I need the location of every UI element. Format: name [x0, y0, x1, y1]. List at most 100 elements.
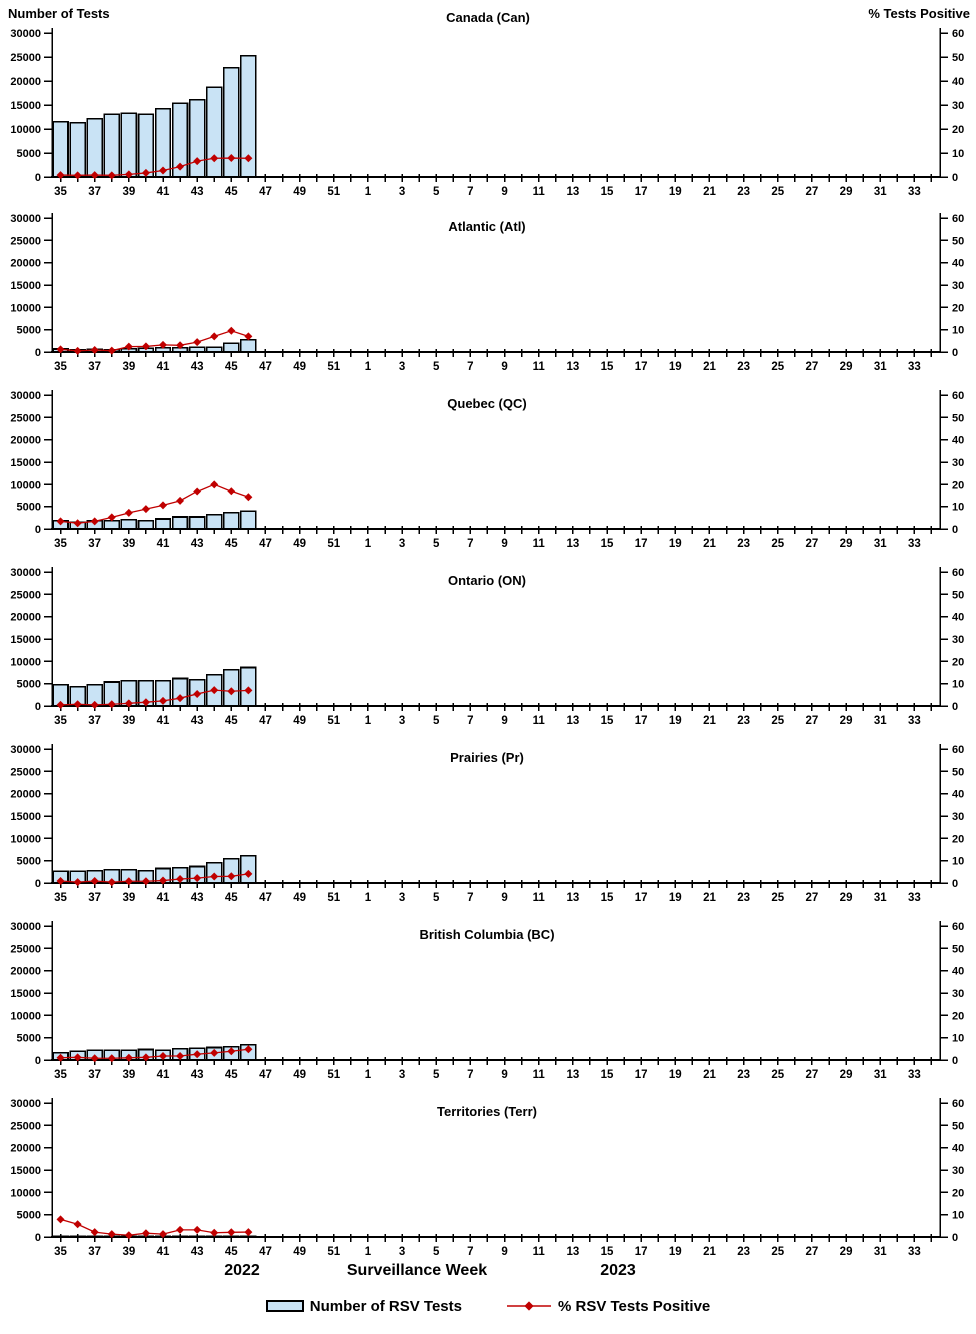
bar [69, 1235, 86, 1238]
week-tick-label: 49 [293, 892, 306, 904]
week-tick-label: 39 [122, 1069, 135, 1081]
week-tick-label: 33 [908, 538, 921, 550]
bar [223, 512, 240, 530]
diamond-marker [73, 346, 82, 355]
diamond-marker [159, 166, 167, 175]
diamond-marker [227, 872, 236, 881]
week-tick-label: 17 [635, 538, 648, 550]
diamond-marker [159, 340, 167, 349]
week-tick-label: 43 [191, 1246, 204, 1258]
diamond-marker [244, 1228, 253, 1237]
axes [44, 1098, 948, 1242]
bar [188, 1235, 206, 1238]
week-tick-label: 17 [635, 892, 648, 904]
right-tick-label: 20 [952, 656, 964, 668]
week-tick-label: 19 [669, 361, 682, 373]
diamond-marker [244, 869, 253, 878]
week-tick-label: 21 [703, 186, 716, 196]
panel-title: Ontario (ON) [448, 573, 526, 588]
right-tick-label: 10 [952, 1210, 964, 1222]
bar [86, 118, 103, 178]
left-tick-label: 20000 [10, 435, 41, 447]
right-tick-label: 40 [952, 789, 964, 801]
left-tick-label: 5000 [17, 1210, 41, 1222]
right-tick-label: 0 [952, 878, 958, 890]
left-tick-label: 30000 [10, 744, 41, 756]
diamond-marker [244, 332, 253, 341]
week-tick-label: 51 [327, 715, 340, 727]
week-tick-label: 13 [566, 361, 579, 373]
week-tick-label: 45 [225, 361, 238, 373]
right-tick-label: 10 [952, 148, 964, 160]
diamond-marker [193, 689, 202, 698]
diamond-marker [124, 170, 133, 179]
week-tick-label: 43 [191, 186, 204, 196]
left-tick-label: 5000 [17, 325, 41, 337]
bar [52, 1235, 69, 1238]
left-tick-label: 10000 [10, 833, 41, 845]
week-tick-label: 49 [293, 715, 306, 727]
diamond-marker [244, 686, 253, 695]
right-tick-label: 30 [952, 100, 964, 112]
panel-title: British Columbia (BC) [419, 927, 554, 942]
week-tick-label: 49 [293, 186, 306, 196]
right-tick-label: 60 [952, 921, 964, 933]
right-tick-label: 0 [952, 1232, 958, 1244]
week-tick-label: 19 [669, 186, 682, 196]
week-tick-label: 19 [669, 1069, 682, 1081]
bar [188, 98, 206, 178]
left-tick-label: 15000 [10, 100, 41, 112]
week-tick-label: 3 [399, 538, 405, 550]
right-tick-label: 50 [952, 766, 964, 778]
diamond-marker [176, 496, 185, 505]
left-tick-label: 5000 [17, 1033, 41, 1045]
week-tick-label: 27 [806, 892, 819, 904]
week-tick-label: 9 [501, 892, 507, 904]
right-tick-label: 20 [952, 302, 964, 314]
bar [240, 339, 257, 353]
diamond-marker [244, 493, 253, 502]
week-tick-label: 37 [88, 1069, 101, 1081]
week-tick-label: 49 [293, 538, 306, 550]
week-tick-label: 3 [399, 1246, 405, 1258]
left-tick-label: 20000 [10, 612, 41, 624]
right-tick-label: 50 [952, 235, 964, 247]
bar [86, 1235, 103, 1238]
week-tick-label: 43 [191, 361, 204, 373]
right-tick-label: 40 [952, 612, 964, 624]
left-tick-label: 25000 [10, 766, 41, 778]
week-tick-label: 27 [806, 1069, 819, 1081]
week-tick-label: 45 [225, 1246, 238, 1258]
bar [205, 514, 223, 530]
week-tick-label: 37 [88, 715, 101, 727]
bar [240, 510, 257, 530]
diamond-marker [124, 1053, 133, 1062]
diamond-marker [56, 1215, 65, 1224]
week-tick-label: 11 [533, 892, 546, 904]
right-tick-label: 50 [952, 943, 964, 955]
left-tick-label: 30000 [10, 567, 41, 579]
panel-title: Prairies (Pr) [450, 750, 524, 765]
week-tick-label: 51 [327, 1246, 340, 1258]
diamond-marker [176, 341, 185, 350]
week-tick-label: 41 [157, 538, 170, 550]
right-tick-label: 30 [952, 811, 964, 823]
diamond-marker [90, 171, 99, 180]
diamond-marker [107, 513, 116, 522]
week-tick-label: 41 [157, 361, 170, 373]
left-tick-label: 25000 [10, 412, 41, 424]
right-tick-label: 20 [952, 833, 964, 845]
diamond-marker [141, 168, 150, 177]
diamond-marker [124, 699, 133, 708]
bars-number-of-tests [52, 1235, 257, 1238]
week-tick-label: 37 [88, 538, 101, 550]
week-tick-label: 41 [157, 715, 170, 727]
week-tick-label: 39 [122, 361, 135, 373]
axes [44, 921, 948, 1065]
week-tick-label: 23 [737, 892, 750, 904]
left-tick-label: 10000 [10, 1010, 41, 1022]
week-tick-label: 41 [157, 186, 170, 196]
right-tick-label: 10 [952, 679, 964, 691]
line-swatch-icon [506, 1301, 551, 1311]
